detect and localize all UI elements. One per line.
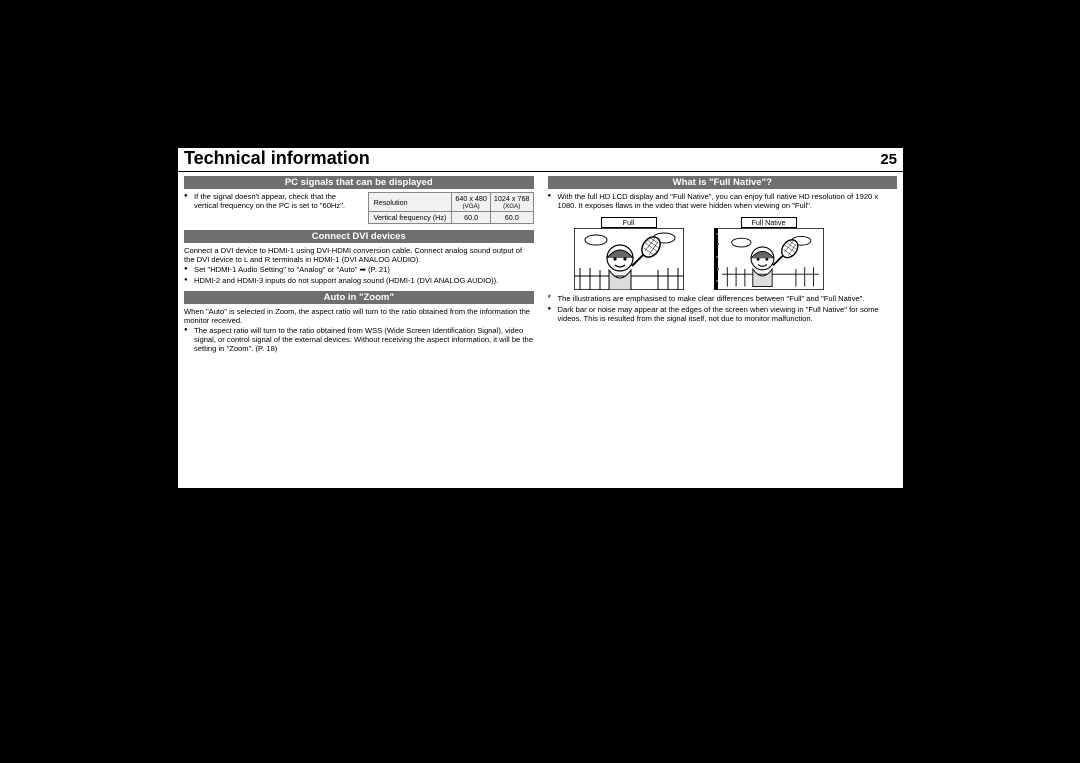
full-native-top-bullets: With the full HD LCD display and "Full N… — [548, 192, 898, 211]
list-item: With the full HD LCD display and "Full N… — [548, 192, 898, 211]
table-cell: 60.0 — [490, 212, 533, 224]
pc-signals-note-list: If the signal doesn't appear, check that… — [184, 192, 362, 213]
list-item: The aspect ratio will turn to the ratio … — [184, 326, 534, 354]
table-header-resolution: Resolution — [368, 193, 452, 212]
pc-signals-note: If the signal doesn't appear, check that… — [184, 192, 362, 211]
full-native-bottom-bullets: The illustrations are emphasised to make… — [548, 294, 898, 324]
heading-connect-dvi: Connect DVI devices — [184, 230, 534, 243]
page-title: Technical information — [184, 148, 370, 169]
table-cell: 60.0 — [452, 212, 491, 224]
left-column: PC signals that can be displayed If the … — [184, 176, 534, 359]
full-thumbnail-icon — [574, 228, 684, 290]
illustration-full: Full — [574, 217, 684, 290]
page-number: 25 — [880, 151, 897, 168]
label-full-native: Full Native — [741, 217, 797, 228]
connect-dvi-bullets: Set "HDMI-1 Audio Setting" to "Analog" o… — [184, 265, 534, 286]
section-connect-dvi: Connect DVI devices Connect a DVI device… — [184, 230, 534, 285]
table-row: Vertical frequency (Hz) 60.0 60.0 — [368, 212, 533, 224]
pc-signals-row: If the signal doesn't appear, check that… — [184, 192, 534, 224]
auto-zoom-bullets: The aspect ratio will turn to the ratio … — [184, 326, 534, 354]
list-item: Dark bar or noise may appear at the edge… — [548, 305, 898, 324]
section-pc-signals: PC signals that can be displayed If the … — [184, 176, 534, 224]
illustration-row: Full — [548, 213, 898, 294]
table-cell: 640 x 480(VGA) — [452, 193, 491, 212]
full-native-thumbnail-icon — [714, 228, 824, 290]
table-header-freq: Vertical frequency (Hz) — [368, 212, 452, 224]
right-column: What is "Full Native"? With the full HD … — [548, 176, 898, 359]
content-columns: PC signals that can be displayed If the … — [178, 176, 903, 359]
resolution-table: Resolution 640 x 480(VGA) 1024 x 768(XGA… — [368, 192, 534, 224]
table-cell: 1024 x 768(XGA) — [490, 193, 533, 212]
illustration-full-native: Full Native — [714, 217, 824, 290]
heading-full-native: What is "Full Native"? — [548, 176, 898, 189]
list-item: HDMI-2 and HDMI-3 inputs do not support … — [184, 276, 534, 285]
label-full: Full — [601, 217, 657, 228]
page-header: Technical information 25 — [178, 148, 903, 172]
connect-dvi-intro: Connect a DVI device to HDMI-1 using DVI… — [184, 246, 534, 265]
section-full-native: What is "Full Native"? With the full HD … — [548, 176, 898, 323]
heading-pc-signals: PC signals that can be displayed — [184, 176, 534, 189]
table-row: Resolution 640 x 480(VGA) 1024 x 768(XGA… — [368, 193, 533, 212]
section-auto-zoom: Auto in "Zoom" When "Auto" is selected i… — [184, 291, 534, 353]
list-item: Set "HDMI-1 Audio Setting" to "Analog" o… — [184, 265, 534, 274]
manual-page: Technical information 25 PC signals that… — [178, 148, 903, 488]
list-item: The illustrations are emphasised to make… — [548, 294, 898, 303]
auto-zoom-intro: When "Auto" is selected in Zoom, the asp… — [184, 307, 534, 326]
heading-auto-zoom: Auto in "Zoom" — [184, 291, 534, 304]
